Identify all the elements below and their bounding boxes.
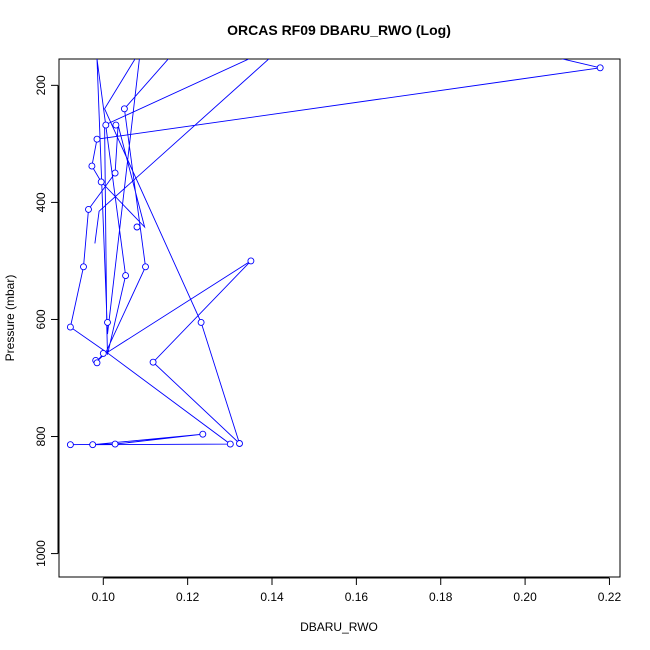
data-point <box>66 441 74 449</box>
data-point <box>102 121 110 129</box>
x-tick-label: 0.18 <box>429 590 453 604</box>
data-point <box>133 223 141 231</box>
x-tick-label: 0.20 <box>513 590 537 604</box>
data-point <box>120 105 128 113</box>
data-point <box>596 64 604 72</box>
data-point <box>247 257 255 265</box>
x-tick-label: 0.22 <box>598 590 622 604</box>
data-point <box>111 169 119 177</box>
x-axis: 0.10 0.12 0.14 0.16 0.18 0.20 0.22 <box>92 577 622 604</box>
chart-title: ORCAS RF09 DBARU_RWO (Log) <box>227 22 451 38</box>
series-layer <box>66 59 604 449</box>
data-point <box>111 440 119 448</box>
data-point <box>149 358 157 366</box>
x-tick-label: 0.16 <box>345 590 369 604</box>
data-point <box>197 318 205 326</box>
x-axis-label: DBARU_RWO <box>300 620 378 634</box>
data-point <box>99 349 107 357</box>
y-axis: 200 400 600 800 1000 <box>34 75 59 567</box>
y-tick-label: 200 <box>34 75 48 95</box>
data-point <box>199 430 207 438</box>
data-point <box>236 440 243 447</box>
data-point <box>93 135 101 143</box>
data-point <box>142 263 149 271</box>
plot-frame <box>58 58 621 578</box>
series-line <box>69 59 601 446</box>
data-point <box>104 318 111 326</box>
y-axis-label: Pressure (mbar) <box>3 275 17 362</box>
data-point <box>66 323 74 331</box>
y-tick-label: 800 <box>34 426 48 446</box>
x-tick-label: 0.10 <box>92 590 116 604</box>
data-point <box>88 162 96 170</box>
data-point <box>112 121 120 129</box>
data-point <box>122 272 130 280</box>
data-point <box>80 263 87 271</box>
data-point <box>93 359 101 367</box>
data-point <box>226 440 234 448</box>
x-tick-label: 0.14 <box>260 590 284 604</box>
data-point <box>97 178 105 186</box>
y-tick-label: 400 <box>34 192 48 212</box>
y-tick-label: 600 <box>34 309 48 329</box>
x-tick-label: 0.12 <box>176 590 200 604</box>
y-tick-label: 1000 <box>34 540 48 567</box>
data-point <box>89 441 97 449</box>
data-point <box>85 205 92 213</box>
